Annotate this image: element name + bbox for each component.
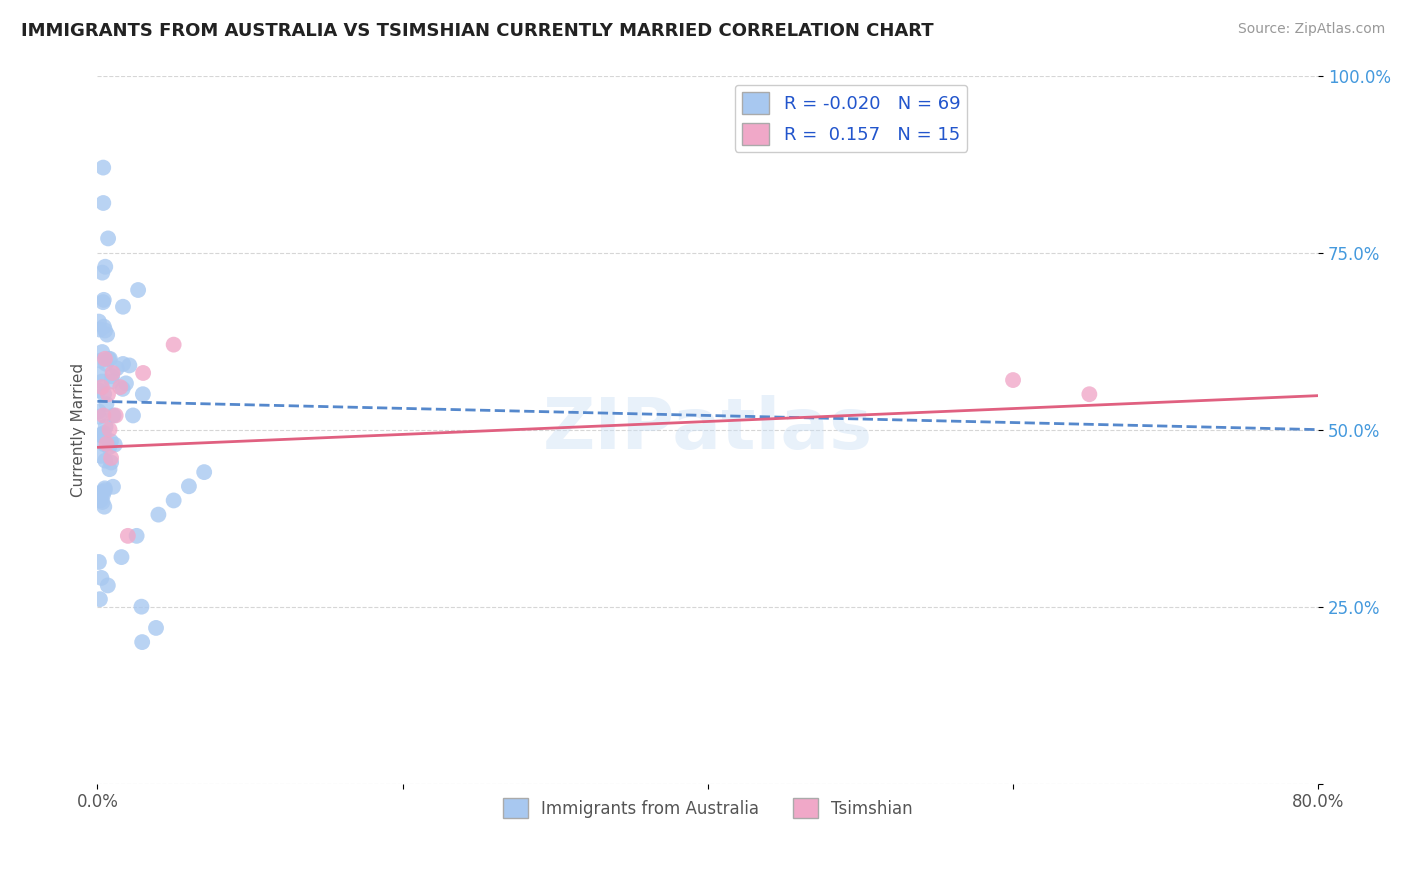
Y-axis label: Currently Married: Currently Married	[72, 362, 86, 497]
Point	[145, 621, 167, 635]
Point	[97, 352, 120, 367]
Point	[131, 635, 153, 649]
Point	[91, 295, 114, 310]
Point	[101, 366, 124, 380]
Point	[91, 196, 114, 211]
Point	[98, 423, 121, 437]
Point	[94, 419, 117, 434]
Point	[93, 437, 115, 451]
Point	[193, 465, 215, 479]
Point	[110, 380, 132, 394]
Point	[100, 455, 122, 469]
Point	[163, 493, 186, 508]
Point	[93, 409, 115, 423]
Point	[97, 387, 120, 401]
Point	[87, 404, 110, 418]
Point	[1078, 387, 1101, 401]
Point	[104, 409, 127, 423]
Point	[89, 428, 111, 442]
Point	[104, 437, 127, 451]
Point	[101, 480, 124, 494]
Point	[94, 453, 117, 467]
Point	[112, 357, 135, 371]
Point	[101, 369, 124, 384]
Point	[93, 500, 115, 514]
Point	[94, 260, 117, 274]
Point	[89, 368, 111, 382]
Point	[96, 437, 118, 451]
Point	[94, 481, 117, 495]
Point	[101, 375, 124, 389]
Point	[93, 429, 115, 443]
Point	[94, 357, 117, 371]
Point	[94, 351, 117, 366]
Point	[87, 409, 110, 424]
Point	[89, 592, 111, 607]
Point	[100, 434, 122, 449]
Point	[91, 487, 114, 501]
Point	[87, 384, 110, 398]
Point	[97, 578, 120, 592]
Point	[105, 361, 128, 376]
Legend: Immigrants from Australia, Tsimshian: Immigrants from Australia, Tsimshian	[496, 791, 920, 825]
Point	[98, 440, 121, 454]
Text: Source: ZipAtlas.com: Source: ZipAtlas.com	[1237, 22, 1385, 37]
Point	[98, 351, 121, 366]
Point	[118, 359, 141, 373]
Point	[90, 493, 112, 508]
Point	[93, 293, 115, 307]
Point	[91, 484, 114, 499]
Point	[163, 337, 186, 351]
Text: ZIPatlas: ZIPatlas	[543, 395, 873, 464]
Point	[91, 495, 114, 509]
Point	[89, 322, 111, 336]
Point	[94, 323, 117, 337]
Point	[91, 345, 114, 359]
Point	[91, 266, 114, 280]
Point	[93, 319, 115, 334]
Point	[125, 529, 148, 543]
Point	[94, 483, 117, 498]
Point	[90, 571, 112, 585]
Point	[103, 409, 125, 423]
Point	[87, 555, 110, 569]
Point	[117, 529, 139, 543]
Point	[122, 409, 145, 423]
Point	[90, 380, 112, 394]
Text: IMMIGRANTS FROM AUSTRALIA VS TSIMSHIAN CURRENTLY MARRIED CORRELATION CHART: IMMIGRANTS FROM AUSTRALIA VS TSIMSHIAN C…	[21, 22, 934, 40]
Point	[91, 161, 114, 175]
Point	[97, 231, 120, 245]
Point	[87, 315, 110, 329]
Point	[96, 327, 118, 342]
Point	[90, 449, 112, 463]
Point	[90, 353, 112, 368]
Point	[111, 382, 134, 396]
Point	[100, 450, 122, 465]
Point	[111, 300, 134, 314]
Point	[98, 462, 121, 476]
Point	[93, 387, 115, 401]
Point	[96, 397, 118, 411]
Point	[1002, 373, 1025, 387]
Point	[127, 283, 149, 297]
Point	[93, 426, 115, 441]
Point	[177, 479, 200, 493]
Point	[132, 366, 155, 380]
Point	[91, 375, 114, 389]
Point	[110, 550, 132, 565]
Point	[132, 387, 155, 401]
Point	[131, 599, 153, 614]
Point	[115, 376, 138, 391]
Point	[148, 508, 170, 522]
